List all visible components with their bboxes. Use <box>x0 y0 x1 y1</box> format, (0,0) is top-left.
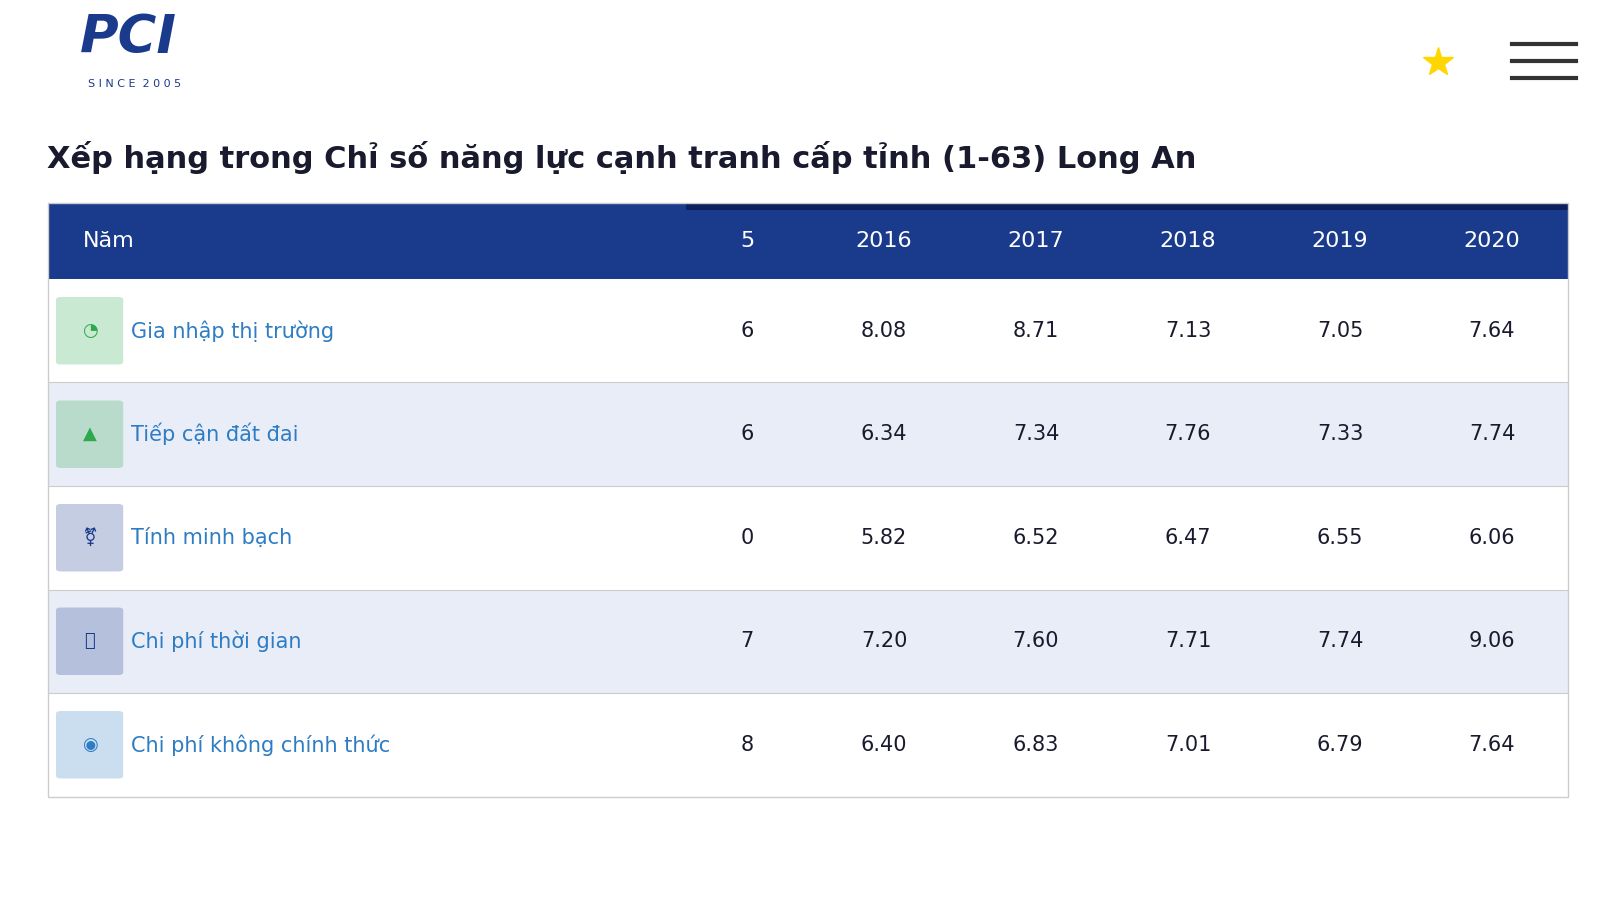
Text: 2020: 2020 <box>1464 230 1520 251</box>
Text: ◉: ◉ <box>82 736 98 753</box>
Text: Gia nhập thị trường: Gia nhập thị trường <box>131 320 334 341</box>
Text: PCI: PCI <box>80 12 178 64</box>
Text: 6: 6 <box>741 320 754 341</box>
Text: 6.55: 6.55 <box>1317 527 1363 548</box>
Text: 6.06: 6.06 <box>1469 527 1515 548</box>
Text: 2016: 2016 <box>856 230 912 251</box>
Text: 7.20: 7.20 <box>861 631 907 652</box>
Text: Tiếp cận đất đai: Tiếp cận đất đai <box>131 423 299 446</box>
Text: ⚧: ⚧ <box>82 528 98 547</box>
Text: 2017: 2017 <box>1008 230 1064 251</box>
Text: 6.79: 6.79 <box>1317 734 1363 755</box>
Text: 2019: 2019 <box>1312 230 1368 251</box>
Text: 6.34: 6.34 <box>861 424 907 445</box>
Text: 7: 7 <box>741 631 754 652</box>
Text: Năm: Năm <box>83 230 134 251</box>
Text: 5: 5 <box>741 230 754 251</box>
Text: 7.74: 7.74 <box>1469 424 1515 445</box>
Text: 7.33: 7.33 <box>1317 424 1363 445</box>
Text: 7.60: 7.60 <box>1013 631 1059 652</box>
Text: 7.34: 7.34 <box>1013 424 1059 445</box>
Text: 7.64: 7.64 <box>1469 320 1515 341</box>
Text: 7.71: 7.71 <box>1165 631 1211 652</box>
Text: 2018: 2018 <box>1160 230 1216 251</box>
Text: 7.76: 7.76 <box>1165 424 1211 445</box>
Text: ▲: ▲ <box>83 425 96 443</box>
Text: 7.74: 7.74 <box>1317 631 1363 652</box>
Text: 6.47: 6.47 <box>1165 527 1211 548</box>
Text: ⧖: ⧖ <box>85 632 94 650</box>
Text: 7.64: 7.64 <box>1469 734 1515 755</box>
Text: 0: 0 <box>741 527 754 548</box>
Text: Chi phí thời gian: Chi phí thời gian <box>131 631 302 652</box>
Text: S I N C E  2 0 0 5: S I N C E 2 0 0 5 <box>88 79 181 89</box>
Text: Chi phí không chính thức: Chi phí không chính thức <box>131 734 390 755</box>
Text: 6.52: 6.52 <box>1013 527 1059 548</box>
Text: 9.06: 9.06 <box>1469 631 1515 652</box>
Text: Tính minh bạch: Tính minh bạch <box>131 527 293 548</box>
Text: 8.71: 8.71 <box>1013 320 1059 341</box>
Text: 8.08: 8.08 <box>861 320 907 341</box>
Text: Xếp hạng trong Chỉ số năng lực cạnh tranh cấp tỉnh (1-63) Long An: Xếp hạng trong Chỉ số năng lực cạnh tran… <box>48 141 1197 174</box>
Text: 8: 8 <box>741 734 754 755</box>
Text: ◔: ◔ <box>82 322 98 339</box>
Text: 6.83: 6.83 <box>1013 734 1059 755</box>
Text: 7.13: 7.13 <box>1165 320 1211 341</box>
Text: 5.82: 5.82 <box>861 527 907 548</box>
Text: 6: 6 <box>741 424 754 445</box>
Text: 6.40: 6.40 <box>861 734 907 755</box>
Text: 7.01: 7.01 <box>1165 734 1211 755</box>
Text: 7.05: 7.05 <box>1317 320 1363 341</box>
